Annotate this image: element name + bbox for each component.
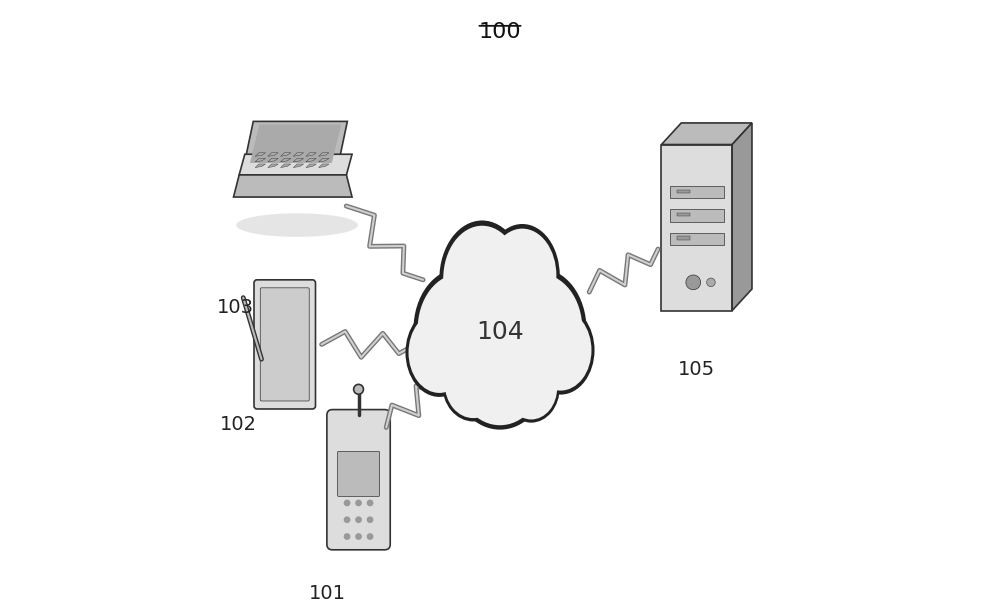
Circle shape [344,499,350,506]
Polygon shape [239,154,352,175]
Ellipse shape [409,312,470,393]
Polygon shape [732,123,752,311]
Polygon shape [661,123,752,145]
Ellipse shape [418,274,502,384]
Ellipse shape [494,268,586,390]
Ellipse shape [527,306,595,395]
Circle shape [707,278,715,287]
Bar [677,213,690,216]
Polygon shape [255,164,265,167]
Circle shape [355,533,362,540]
Circle shape [355,517,362,523]
Polygon shape [281,153,291,156]
Ellipse shape [439,221,525,338]
Ellipse shape [485,224,560,327]
Text: 105: 105 [678,360,715,379]
Ellipse shape [498,274,582,384]
Ellipse shape [443,226,521,332]
Ellipse shape [442,244,558,396]
Text: 101: 101 [309,584,346,603]
Ellipse shape [503,352,560,423]
Ellipse shape [405,308,473,397]
Polygon shape [306,153,316,156]
Polygon shape [319,153,329,156]
Bar [677,189,690,193]
Polygon shape [293,153,304,156]
Circle shape [367,533,373,540]
Bar [661,145,732,311]
Ellipse shape [442,347,504,421]
Polygon shape [255,153,265,156]
FancyBboxPatch shape [260,288,309,401]
Polygon shape [293,159,304,162]
Circle shape [686,275,701,290]
Circle shape [367,517,373,523]
Ellipse shape [445,350,502,418]
Text: 100: 100 [479,22,521,42]
Polygon shape [306,164,316,167]
FancyBboxPatch shape [327,410,390,550]
Polygon shape [234,175,352,197]
Circle shape [355,499,362,506]
Polygon shape [281,159,291,162]
FancyBboxPatch shape [254,280,316,409]
Ellipse shape [236,213,358,237]
Ellipse shape [455,331,545,430]
Polygon shape [255,159,265,162]
Text: 102: 102 [220,415,257,434]
FancyBboxPatch shape [337,451,380,496]
Ellipse shape [459,336,541,425]
Text: 103: 103 [217,298,254,317]
Bar [677,236,690,239]
Circle shape [344,533,350,540]
Bar [670,186,724,199]
Ellipse shape [414,268,506,390]
Ellipse shape [505,355,557,419]
Polygon shape [250,124,341,163]
Bar [670,232,724,245]
Polygon shape [268,164,278,167]
Polygon shape [244,121,347,166]
Text: 104: 104 [476,320,524,344]
Polygon shape [293,164,304,167]
Circle shape [354,384,363,394]
Polygon shape [306,159,316,162]
Polygon shape [319,164,329,167]
Polygon shape [268,159,278,162]
Bar [670,209,724,222]
Ellipse shape [488,229,556,322]
Circle shape [367,499,373,506]
Polygon shape [268,153,278,156]
Ellipse shape [447,251,553,389]
Polygon shape [281,164,291,167]
Circle shape [344,517,350,523]
Ellipse shape [530,310,591,391]
Polygon shape [319,159,329,162]
